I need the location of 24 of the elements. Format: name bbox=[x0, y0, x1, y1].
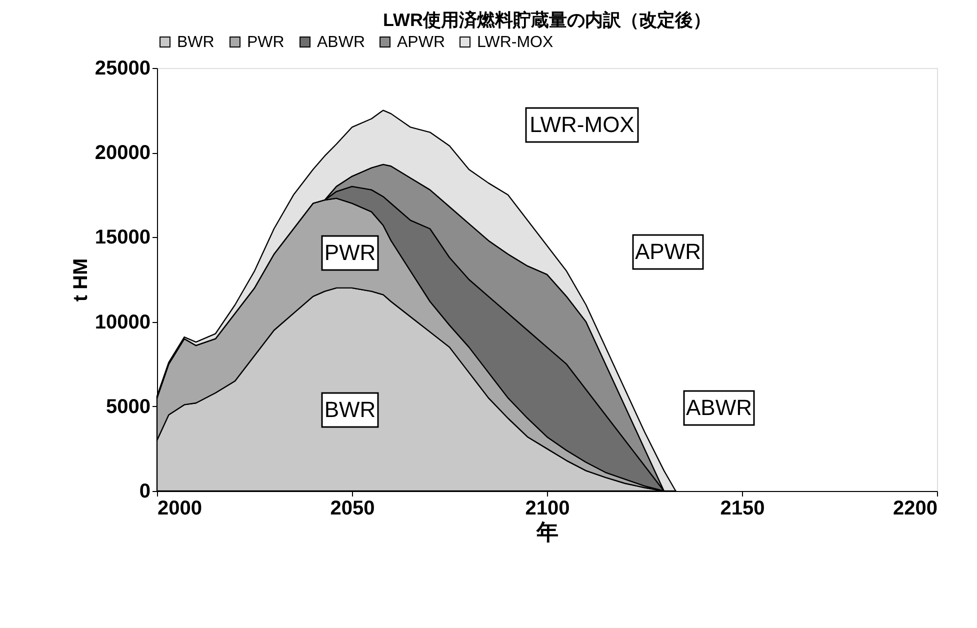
annotation: LWR-MOX bbox=[530, 112, 635, 137]
y-tick-label: 20000 bbox=[94, 142, 150, 164]
x-tick-label: 2050 bbox=[330, 498, 375, 520]
y-tick-label: 0 bbox=[139, 480, 150, 502]
y-tick-label: 15000 bbox=[94, 226, 150, 249]
y-tick-label: 25000 bbox=[94, 58, 150, 80]
y-tick-label: 10000 bbox=[94, 311, 150, 334]
y-axis-title: t HM bbox=[70, 258, 92, 302]
x-tick-label: 2200 bbox=[893, 498, 938, 520]
y-tick-label: 5000 bbox=[106, 396, 150, 418]
x-tick-label: 2150 bbox=[720, 498, 765, 520]
legend-label: APWR bbox=[397, 34, 445, 51]
x-tick-label: 2000 bbox=[158, 498, 202, 520]
x-axis-title: 年 bbox=[536, 520, 558, 544]
chart-title: LWR使用済燃料貯蔵量の内訳（改定後） bbox=[383, 10, 711, 30]
annotation: PWR bbox=[324, 240, 376, 265]
legend-label: LWR-MOX bbox=[477, 34, 554, 51]
legend-label: PWR bbox=[247, 34, 284, 51]
annotation: BWR bbox=[324, 397, 376, 422]
legend-label: BWR bbox=[177, 34, 214, 51]
x-tick-label: 2100 bbox=[525, 498, 570, 520]
annotation: APWR bbox=[635, 239, 701, 264]
legend-label: ABWR bbox=[317, 34, 365, 51]
annotation: ABWR bbox=[686, 395, 752, 420]
